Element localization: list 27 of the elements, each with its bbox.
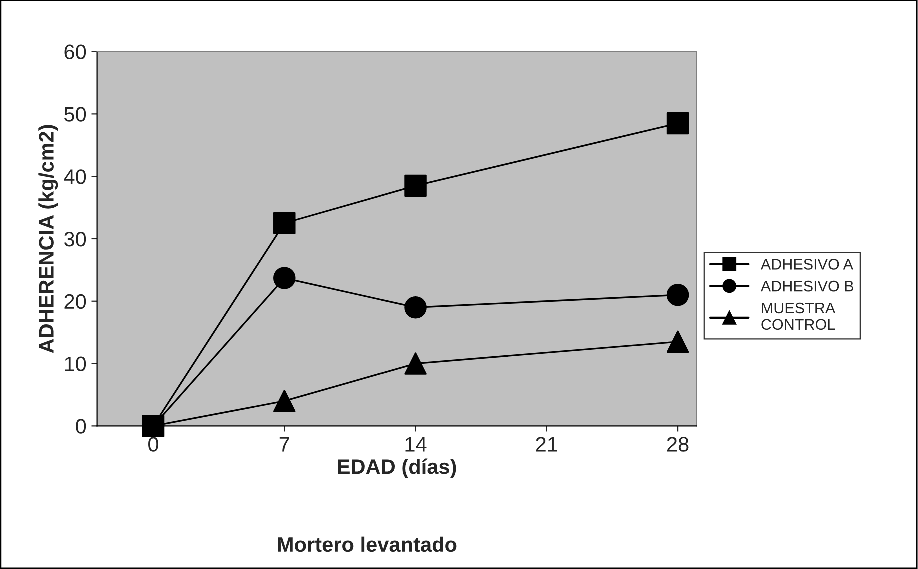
point xyxy=(404,174,427,198)
point xyxy=(666,284,690,306)
y-tick-label: 30 xyxy=(64,232,86,247)
legend-label: ADHESIVO A xyxy=(760,259,854,270)
point xyxy=(404,352,427,375)
x-tick-label: 0 xyxy=(148,437,158,452)
legend-label: MUESTRA CONTROL xyxy=(762,302,836,330)
y-tick-label: 60 xyxy=(64,44,86,60)
legend-label: ADHESIVO B xyxy=(760,280,854,292)
point xyxy=(274,212,296,235)
text: Mortero levantado xyxy=(278,536,457,552)
y-tick-label: 50 xyxy=(64,107,86,122)
y-tick-label: 0 xyxy=(76,419,86,434)
y-axis-title: ADHERENCIA (kg/cm2) xyxy=(38,125,58,354)
point xyxy=(666,330,690,354)
point xyxy=(404,296,427,319)
x-tick-label: 7 xyxy=(280,437,290,452)
y-tick-label: 10 xyxy=(65,356,86,372)
x-tick-label: 28 xyxy=(667,437,689,452)
point xyxy=(274,267,296,290)
x-tick-label: 14 xyxy=(406,437,427,452)
x-tick-label: 21 xyxy=(536,437,558,452)
point xyxy=(666,112,690,135)
point xyxy=(274,390,296,412)
y-tick-label: 40 xyxy=(64,170,86,184)
y-tick-label: 20 xyxy=(64,294,86,310)
x-axis-title: EDAD (días) xyxy=(338,458,456,478)
